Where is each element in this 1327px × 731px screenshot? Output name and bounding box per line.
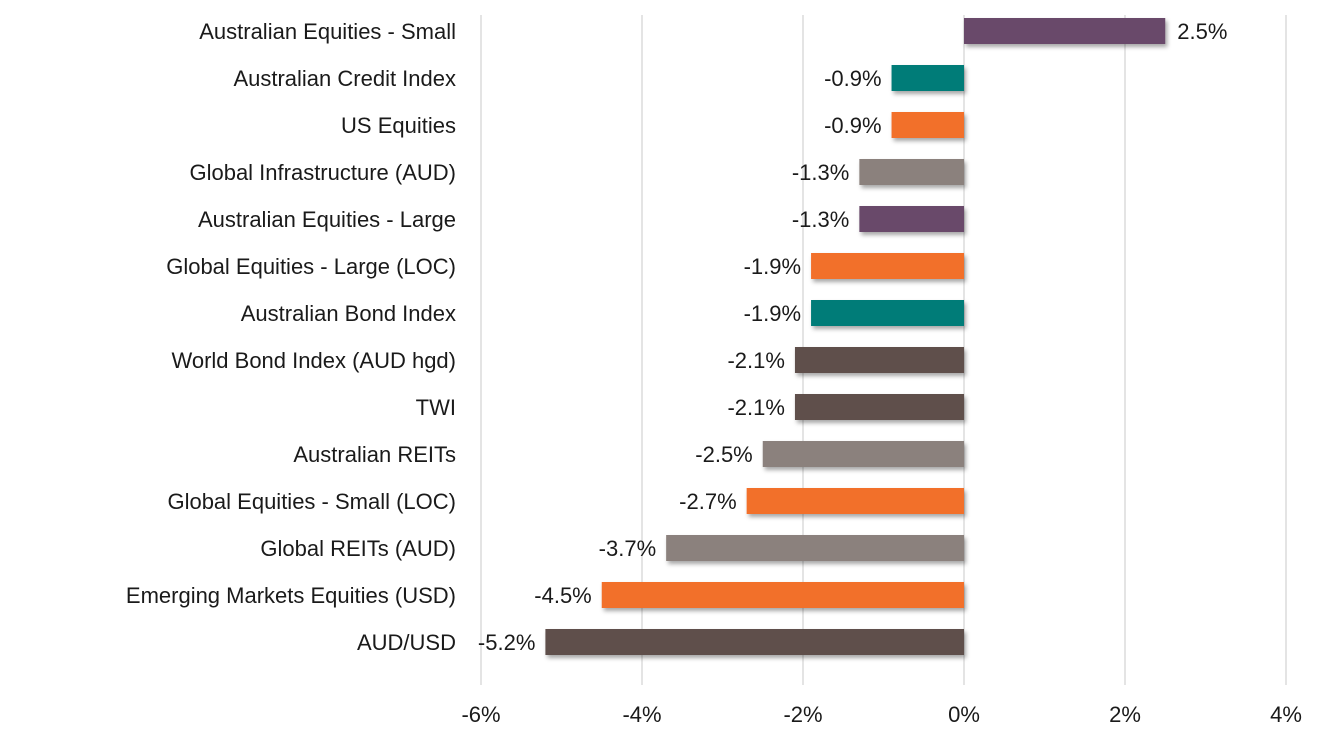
x-tick-label: 0% xyxy=(948,702,980,727)
data-label: -0.9% xyxy=(824,113,881,138)
data-label: -2.1% xyxy=(727,348,784,373)
bar xyxy=(859,206,964,232)
category-label: World Bond Index (AUD hgd) xyxy=(171,348,456,373)
bar xyxy=(666,535,964,561)
category-label: Australian Bond Index xyxy=(241,301,456,326)
data-label: 2.5% xyxy=(1177,19,1227,44)
bar xyxy=(811,300,964,326)
x-tick-label: -4% xyxy=(622,702,661,727)
category-labels: Australian Equities - Small Australian Cr… xyxy=(126,19,456,655)
category-label: Emerging Markets Equities (USD) xyxy=(126,583,456,608)
category-label: Global REITs (AUD) xyxy=(260,536,456,561)
bar xyxy=(859,159,964,185)
data-label: -1.9% xyxy=(744,301,801,326)
data-label: -1.3% xyxy=(792,207,849,232)
category-label: Global Equities - Small (LOC) xyxy=(167,489,456,514)
data-label: -5.2% xyxy=(478,630,535,655)
category-label: US Equities xyxy=(341,113,456,138)
data-label: -2.1% xyxy=(727,395,784,420)
category-label: AUD/USD xyxy=(357,630,456,655)
category-label: Australian REITs xyxy=(293,442,456,467)
category-label: Australian Equities - Small xyxy=(199,19,456,44)
category-label: Global Equities - Large (LOC) xyxy=(166,254,456,279)
bar xyxy=(762,441,964,467)
data-label: -3.7% xyxy=(599,536,656,561)
data-label: -4.5% xyxy=(534,583,591,608)
x-tick-label: 2% xyxy=(1109,702,1141,727)
data-labels: 2.5% -0.9% -0.9% -1.3% -1.3% -1.9% -1.9% -2.1% -… xyxy=(478,19,1227,655)
category-label: TWI xyxy=(416,395,456,420)
data-label: -2.7% xyxy=(679,489,736,514)
x-tick-label: 4% xyxy=(1270,702,1302,727)
bar xyxy=(601,582,964,608)
bars xyxy=(545,18,1166,655)
x-axis-ticks: -6% -4% -2% 0% 2% 4% xyxy=(461,702,1301,727)
bar xyxy=(811,253,964,279)
category-label: Australian Equities - Large xyxy=(198,207,456,232)
bar xyxy=(964,18,1166,44)
data-label: -1.3% xyxy=(792,160,849,185)
bar xyxy=(746,488,964,514)
data-label: -1.9% xyxy=(744,254,801,279)
category-label: Global Infrastructure (AUD) xyxy=(189,160,456,185)
bar xyxy=(891,112,964,138)
category-label: Australian Credit Index xyxy=(233,66,456,91)
x-tick-label: -6% xyxy=(461,702,500,727)
bar xyxy=(794,394,964,420)
bar xyxy=(891,65,964,91)
bar xyxy=(545,629,964,655)
bar xyxy=(794,347,964,373)
x-tick-label: -2% xyxy=(783,702,822,727)
data-label: -0.9% xyxy=(824,66,881,91)
data-label: -2.5% xyxy=(695,442,752,467)
